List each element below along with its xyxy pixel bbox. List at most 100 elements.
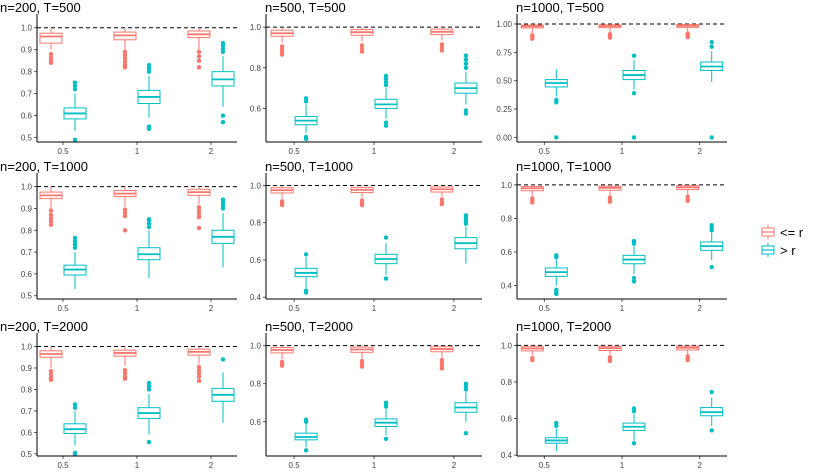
y-tick-label: 0.7 bbox=[21, 248, 33, 257]
outlier-point bbox=[279, 44, 285, 49]
outlier-point bbox=[122, 65, 128, 70]
y-tick-label: 0.4 bbox=[250, 293, 262, 302]
box-gt-r bbox=[700, 39, 724, 140]
x-tick-label: 0.5 bbox=[539, 461, 551, 470]
outlier-point bbox=[196, 208, 202, 213]
outlier-point bbox=[554, 253, 559, 258]
x-tick-label: 0.5 bbox=[289, 304, 301, 313]
outlier-point bbox=[196, 367, 202, 373]
y-tick-label: 0.9 bbox=[21, 46, 33, 55]
outlier-point bbox=[72, 451, 78, 457]
outlier-point bbox=[72, 137, 78, 143]
box-gt-r bbox=[622, 238, 646, 284]
y-tick-label: 0.6 bbox=[250, 104, 262, 113]
outlier-point bbox=[196, 364, 202, 370]
outlier-point bbox=[631, 135, 637, 140]
outlier-point bbox=[122, 52, 128, 58]
panel-title: n=200, T=1000 bbox=[0, 159, 88, 174]
outlier-point bbox=[72, 405, 78, 410]
x-tick-label: 2 bbox=[209, 461, 214, 470]
outlier-point bbox=[146, 66, 152, 71]
panel-title: n=500, T=2000 bbox=[265, 319, 353, 334]
box-le-r bbox=[113, 27, 137, 70]
x-tick-label: 2 bbox=[697, 304, 702, 313]
box-le-r bbox=[430, 27, 454, 53]
y-tick-label: 1.0 bbox=[250, 182, 262, 191]
outlier-point bbox=[463, 108, 469, 113]
y-tick-label: 0.4 bbox=[501, 282, 513, 291]
outlier-point bbox=[554, 135, 559, 140]
outlier-point bbox=[196, 49, 202, 55]
box-gt-r bbox=[294, 252, 318, 295]
y-tick-label: 0.6 bbox=[501, 415, 513, 424]
outlier-point bbox=[463, 213, 469, 218]
box-gt-r bbox=[544, 253, 568, 297]
outlier-point bbox=[48, 55, 54, 60]
y-tick-label: 0.75 bbox=[496, 48, 512, 57]
outlier-point bbox=[359, 46, 365, 51]
box-gt-r bbox=[622, 406, 646, 446]
outlier-point bbox=[196, 58, 202, 63]
outlier-point bbox=[631, 238, 637, 244]
panel: n=500, T=1000 0.4 0.6 0.8 1.0 0.5 1 2 bbox=[250, 159, 482, 313]
y-tick-label: 0.9 bbox=[21, 204, 33, 213]
box-le-r bbox=[598, 184, 622, 204]
outlier-point bbox=[383, 76, 389, 82]
y-tick-label: 0.5 bbox=[21, 450, 33, 459]
outlier-point bbox=[220, 202, 226, 208]
outlier-point bbox=[122, 207, 128, 212]
box-le-r bbox=[39, 346, 63, 382]
outlier-point bbox=[146, 439, 152, 445]
outlier-point bbox=[383, 276, 389, 281]
y-tick-label: 0.8 bbox=[250, 380, 262, 389]
y-tick-label: 0.8 bbox=[501, 214, 513, 223]
outlier-point bbox=[48, 212, 54, 218]
outlier-point bbox=[359, 202, 365, 208]
box-le-r bbox=[430, 345, 454, 371]
box-gt-r bbox=[374, 73, 398, 128]
panel-title: n=200, T=2000 bbox=[0, 319, 88, 334]
outlier-point bbox=[72, 245, 78, 250]
box-gt-r bbox=[454, 213, 478, 264]
outlier-point bbox=[709, 39, 714, 45]
outlier-point bbox=[607, 35, 613, 40]
outlier-point bbox=[685, 34, 690, 40]
outlier-point bbox=[439, 48, 445, 53]
outlier-point bbox=[530, 36, 535, 41]
outlier-point bbox=[48, 208, 54, 213]
outlier-point bbox=[631, 279, 637, 284]
outlier-point bbox=[196, 211, 202, 217]
box-le-r bbox=[187, 27, 211, 70]
outlier-point bbox=[303, 252, 309, 257]
box-gt-r bbox=[294, 96, 318, 142]
box-gt-r bbox=[374, 400, 398, 442]
panel: n=200, T=500 0.5 0.6 0.7 0.8 0.9 1.0 0.5 1 2 bbox=[0, 0, 237, 156]
outlier-point bbox=[146, 387, 152, 392]
box-le-r bbox=[113, 346, 137, 381]
box-le-r bbox=[520, 23, 544, 41]
x-tick-label: 1 bbox=[620, 147, 625, 156]
outlier-point bbox=[72, 87, 78, 92]
x-tick-label: 1 bbox=[135, 147, 140, 156]
outlier-point bbox=[146, 380, 152, 386]
box-le-r bbox=[113, 186, 137, 233]
outlier-point bbox=[709, 44, 714, 49]
outlier-point bbox=[279, 363, 285, 368]
box-le-r bbox=[676, 184, 700, 204]
box-le-r bbox=[520, 345, 544, 363]
outlier-point bbox=[303, 136, 309, 142]
x-tick-label: 1 bbox=[620, 304, 625, 313]
outlier-point bbox=[279, 52, 285, 57]
y-tick-label: 0.6 bbox=[501, 248, 513, 257]
outlier-point bbox=[72, 242, 78, 247]
outlier-point bbox=[383, 436, 389, 442]
panel-title: n=1000, T=2000 bbox=[516, 319, 611, 334]
x-tick-label: 0.5 bbox=[289, 147, 301, 156]
box-le-r bbox=[598, 345, 622, 364]
y-tick-label: 1.00 bbox=[496, 20, 512, 29]
box-le-r bbox=[187, 346, 211, 384]
panel: n=500, T=2000 0.6 0.8 1.0 0.5 1 2 bbox=[250, 319, 482, 470]
y-tick-label: 0.50 bbox=[496, 77, 512, 86]
outlier-point bbox=[607, 358, 613, 364]
